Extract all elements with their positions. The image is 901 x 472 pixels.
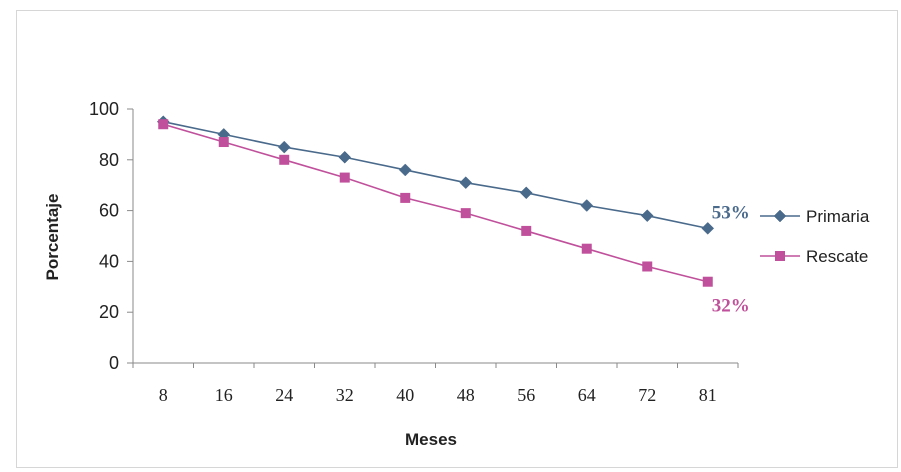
y-tick-label: 100 bbox=[89, 99, 119, 119]
legend-label-primaria: Primaria bbox=[806, 207, 870, 226]
x-tick-label: 32 bbox=[336, 385, 354, 405]
legend-marker-primaria bbox=[773, 209, 787, 223]
data-point-primaria bbox=[580, 199, 594, 212]
data-point-primaria bbox=[277, 140, 291, 154]
y-tick-label: 20 bbox=[99, 302, 119, 322]
series-primaria: 53% bbox=[156, 115, 750, 235]
data-point-primaria bbox=[398, 163, 412, 177]
y-axis-ticks: 0 20 40 60 80 100 bbox=[89, 99, 133, 373]
x-axis-title: Meses bbox=[405, 430, 457, 449]
series-rescate: 32% bbox=[158, 119, 750, 317]
x-tick-label: 72 bbox=[638, 385, 656, 405]
data-point-primaria bbox=[459, 176, 473, 190]
y-axis-title: Porcentaje bbox=[43, 194, 62, 281]
chart-axes bbox=[132, 109, 738, 364]
end-label-rescate: 32% bbox=[712, 296, 750, 317]
end-label-primaria: 53% bbox=[712, 202, 750, 223]
y-tick-label: 0 bbox=[109, 353, 119, 373]
x-tick-label: 40 bbox=[396, 385, 414, 405]
data-point-rescate bbox=[158, 119, 169, 130]
data-point-primaria bbox=[701, 222, 715, 235]
data-point-rescate bbox=[400, 192, 411, 203]
y-tick-label: 80 bbox=[99, 150, 119, 170]
x-tick-label: 16 bbox=[215, 385, 233, 405]
x-tick-label: 64 bbox=[578, 385, 596, 405]
legend-marker-rescate bbox=[775, 251, 785, 261]
series-line-primaria bbox=[163, 120, 708, 230]
series-line-rescate bbox=[163, 123, 708, 283]
data-point-rescate bbox=[521, 225, 532, 236]
data-point-primaria bbox=[519, 186, 533, 200]
data-point-rescate bbox=[339, 172, 350, 183]
data-point-rescate bbox=[702, 276, 713, 287]
data-point-rescate bbox=[460, 208, 471, 219]
data-point-rescate bbox=[279, 154, 290, 165]
x-axis-ticks: 8 16 24 32 40 48 56 64 72 81 bbox=[132, 363, 739, 405]
data-point-rescate bbox=[581, 243, 592, 254]
data-point-primaria bbox=[338, 150, 352, 164]
data-point-rescate bbox=[642, 261, 653, 272]
x-tick-label: 8 bbox=[159, 385, 168, 405]
series-layer: 53% 32% bbox=[156, 115, 750, 317]
x-tick-label: 81 bbox=[699, 385, 717, 405]
data-point-primaria bbox=[640, 209, 654, 223]
chart-frame bbox=[16, 10, 898, 468]
legend-label-rescate: Rescate bbox=[806, 247, 868, 266]
legend: Primaria Rescate bbox=[760, 207, 870, 266]
y-tick-label: 60 bbox=[99, 201, 119, 221]
x-tick-label: 24 bbox=[275, 385, 293, 405]
y-tick-label: 40 bbox=[99, 251, 119, 271]
x-tick-label: 48 bbox=[457, 385, 475, 405]
x-tick-label: 56 bbox=[517, 385, 535, 405]
data-point-rescate bbox=[218, 137, 229, 148]
